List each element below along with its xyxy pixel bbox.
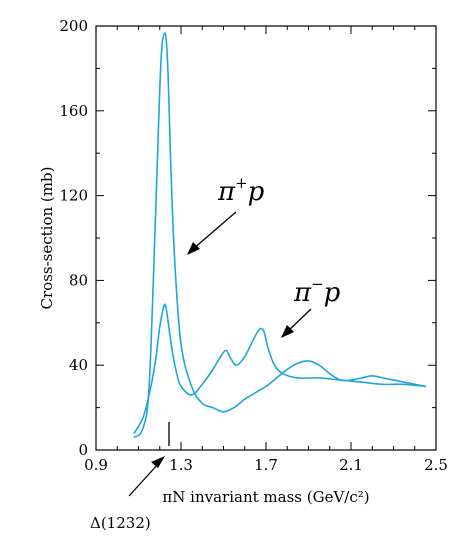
x-tick-label: 2.1	[339, 456, 363, 474]
y-axis-title: Cross-section (mb)	[38, 167, 56, 310]
x-tick-label: 1.3	[169, 456, 193, 474]
axis-ticks	[95, 25, 437, 451]
y-tick-label: 160	[59, 102, 88, 120]
x-axis-title: πN invariant mass (GeV/c²)	[162, 488, 369, 506]
pi-minus-p-label-p: p	[324, 278, 341, 308]
x-tick-label: 1.7	[254, 456, 278, 474]
pi-minus-p-label-sup: −	[311, 275, 324, 293]
x-tick-label: 0.9	[84, 456, 108, 474]
pi-minus-p-label-pi: π	[293, 278, 312, 308]
pi-plus-p-label: π+p	[217, 174, 265, 207]
pi-plus-p-arrow	[192, 211, 237, 250]
delta-1232-label: Δ(1232)	[90, 514, 151, 532]
pi-minus-p-arrowhead	[281, 325, 294, 338]
pi-plus-p-label-p: p	[248, 177, 265, 207]
y-tick-label: 40	[69, 356, 88, 374]
delta-arrowhead	[151, 456, 165, 468]
pi-plus-p-label-pi: π	[217, 177, 236, 207]
pi-plus-p-curve	[133, 32, 427, 439]
axis-tick-labels: 0.9 1.3 1.7 2.1 2.5 0 40 80 120 160 200	[59, 17, 448, 474]
x-tick-label: 2.5	[424, 456, 448, 474]
series-curves	[133, 32, 427, 439]
delta-arrow	[128, 462, 160, 497]
pi-plus-p-arrowhead	[187, 242, 200, 255]
pi-minus-p-arrow	[286, 308, 312, 333]
y-tick-label: 80	[69, 271, 88, 289]
y-tick-label: 200	[59, 17, 88, 35]
pi-plus-p-label-sup: +	[235, 174, 248, 192]
pi-minus-p-curve	[133, 303, 427, 434]
pi-minus-p-label: π−p	[293, 275, 341, 308]
y-tick-label: 120	[59, 187, 88, 205]
y-tick-label: 0	[78, 441, 88, 459]
